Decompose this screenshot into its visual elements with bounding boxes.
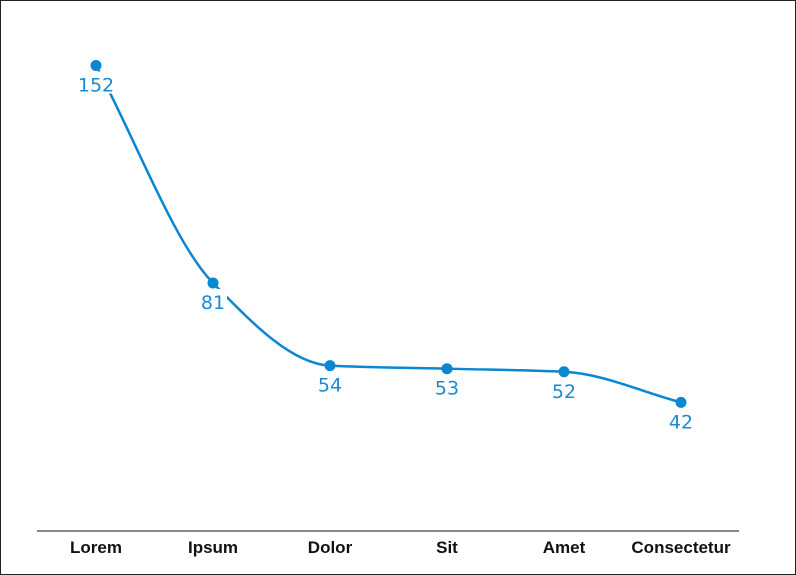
data-label: 52	[552, 381, 576, 403]
x-tick-label: Amet	[543, 538, 586, 557]
data-label-background	[433, 374, 461, 397]
data-label-background	[667, 408, 695, 431]
data-labels-layer: 152 81 54 53 52 42	[76, 71, 695, 433]
data-point	[90, 60, 102, 71]
data-point	[441, 363, 453, 375]
data-label: 42	[669, 411, 693, 433]
x-tick-labels-layer: Lorem Ipsum Dolor Sit Amet Consectetur	[70, 538, 731, 557]
data-label-background	[316, 371, 344, 394]
x-tick-label: Dolor	[308, 538, 353, 557]
data-point	[207, 277, 219, 289]
x-tick-label: Lorem	[70, 538, 122, 557]
data-point	[324, 360, 336, 372]
data-label: 81	[201, 292, 225, 314]
data-label: 54	[318, 375, 342, 397]
data-point	[558, 366, 570, 378]
x-tick-label: Consectetur	[631, 538, 731, 557]
x-tick-label: Sit	[436, 538, 458, 557]
x-tick-label: Ipsum	[188, 538, 238, 557]
series-layer	[90, 60, 687, 408]
data-label: 53	[435, 378, 459, 400]
data-label-background	[76, 71, 116, 94]
data-label-background	[199, 288, 227, 311]
data-label-background	[550, 377, 578, 400]
data-point	[675, 396, 687, 408]
series-line	[94, 64, 682, 404]
data-label: 152	[78, 75, 114, 97]
